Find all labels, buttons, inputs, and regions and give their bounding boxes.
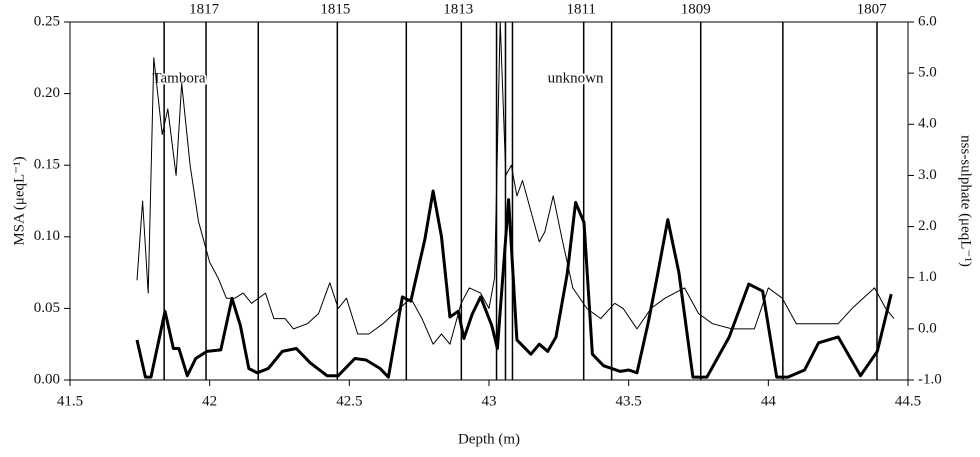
year-label: 1811 [566,1,595,17]
y-tick-label: 0.20 [34,85,60,101]
y2-tick-label: 5.0 [918,65,937,81]
x-tick-label: 42.5 [336,393,362,409]
y-tick-label: 0.10 [34,228,60,244]
year-label: 1815 [320,1,350,17]
x-tick-label: 43 [482,393,497,409]
series-line [136,21,895,345]
y-tick-label: 0.05 [34,300,60,316]
annotation: unknown [548,71,604,87]
y2-axis-label: nss-sulphate (μeqL⁻¹) [958,135,974,267]
y-tick-label: 0.15 [34,157,60,173]
y2-tick-label: 6.0 [918,13,937,29]
y2-tick-label: 0.0 [918,320,937,336]
y2-tick-label: 3.0 [918,167,937,183]
y2-tick-label: 2.0 [918,218,937,234]
x-tick-label: 43.5 [616,393,642,409]
x-tick-label: 44 [761,393,777,409]
x-tick-label: 44.5 [895,393,921,409]
year-label: 1809 [681,1,711,17]
series-line [135,189,893,379]
y-axis-label: MSA (μeqL⁻¹) [11,156,27,245]
y-tick-label: 0.25 [34,13,60,29]
year-label: 1813 [443,1,473,17]
y2-tick-label: 1.0 [918,269,937,285]
y2-tick-label: -1.0 [918,371,942,387]
y2-tick-label: 4.0 [918,116,937,132]
y-tick-label: 0.00 [34,371,60,387]
x-tick-label: 42 [202,393,217,409]
annotation: Tambora [152,71,205,87]
year-label: 1807 [857,1,888,17]
x-axis-label: Depth (m) [458,431,520,447]
x-tick-label: 41.5 [57,393,83,409]
year-label: 1817 [189,1,220,17]
